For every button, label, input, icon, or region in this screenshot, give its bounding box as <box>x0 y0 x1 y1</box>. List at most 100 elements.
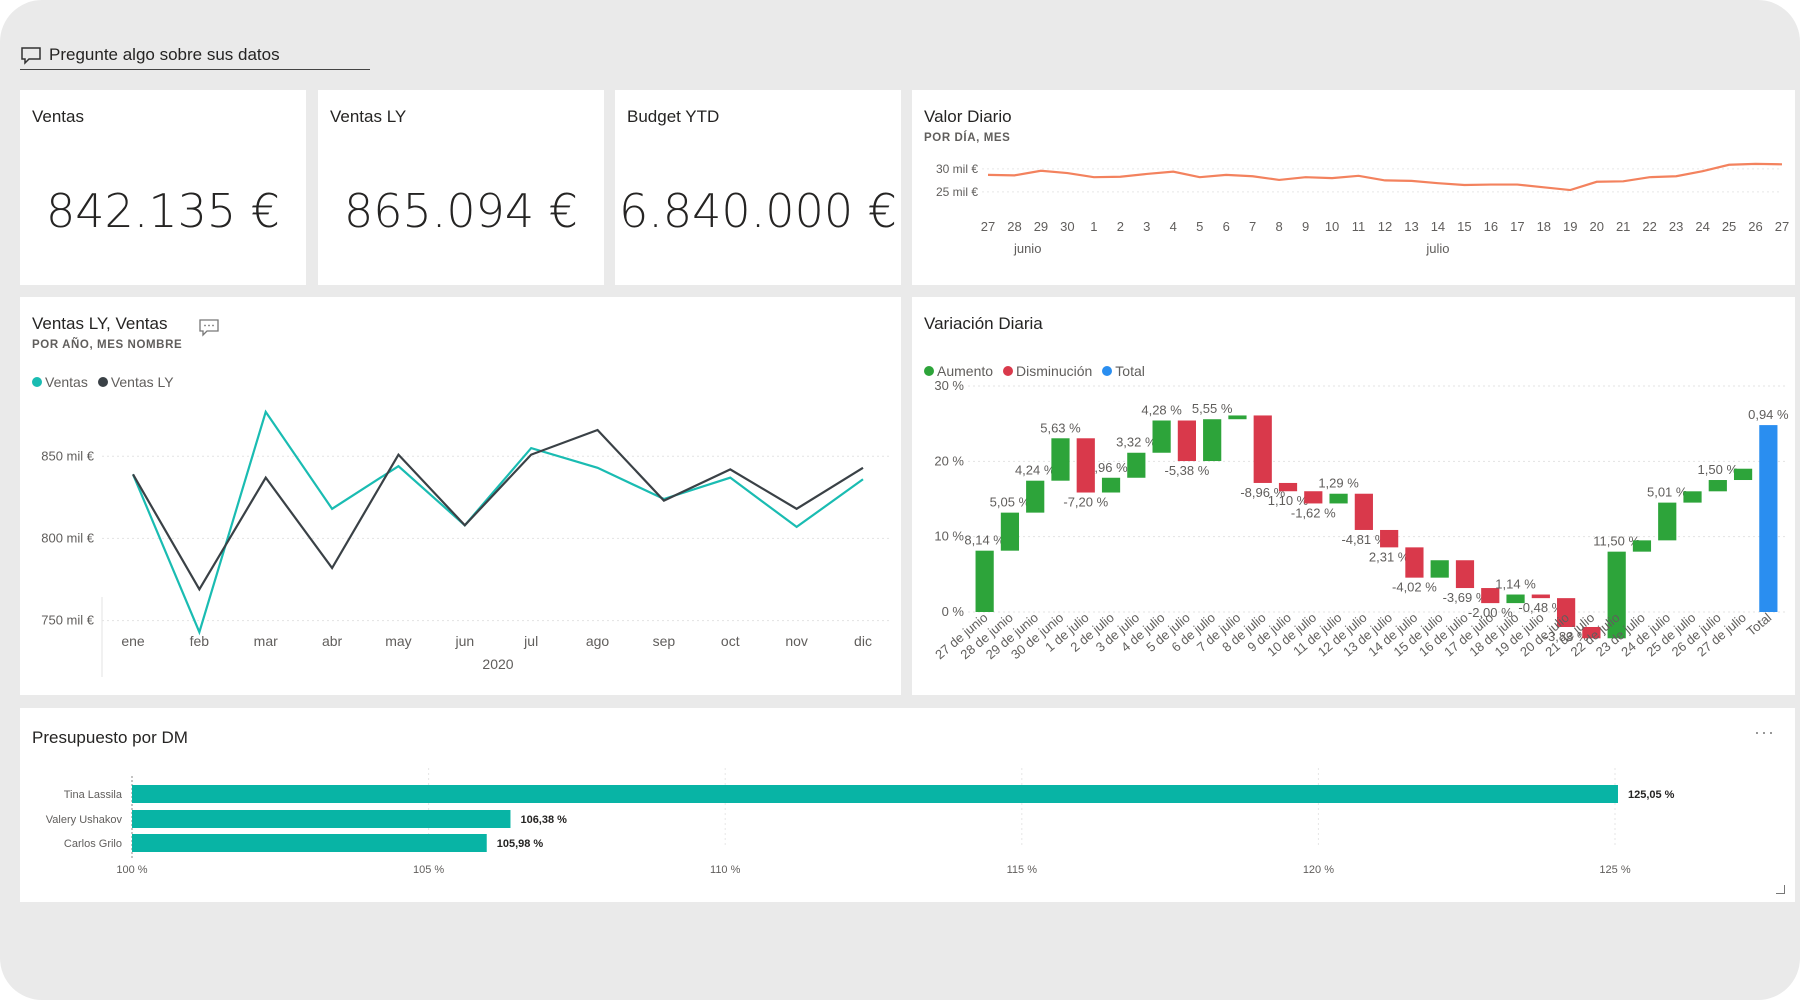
x-tick-label: 23 <box>1669 219 1683 234</box>
more-options-icon[interactable]: ··· <box>1754 722 1775 742</box>
data-label: -0,48 % <box>1518 600 1563 615</box>
x-tick-label: mar <box>254 633 278 649</box>
legend-item-aumento[interactable]: Aumento <box>924 363 993 379</box>
legend-label: Aumento <box>937 363 994 379</box>
waterfall-bar <box>1733 468 1753 481</box>
x-tick-label: 100 % <box>116 864 147 876</box>
x-tick-label: 110 % <box>710 864 741 876</box>
data-label: -2,00 % <box>1468 605 1513 620</box>
presupuesto-tile[interactable]: Presupuesto por DM ··· 100 % 105 % 110 % 11… <box>20 708 1795 902</box>
x-tick-label: 28 <box>1007 219 1021 234</box>
x-tick-label: 15 <box>1457 219 1471 234</box>
x-tick-label: 115 % <box>1007 864 1038 876</box>
data-label: 1,14 % <box>1495 577 1536 592</box>
waterfall-bar <box>1582 626 1601 639</box>
x-tick-label: 7 <box>1249 219 1256 234</box>
waterfall-bar <box>1051 438 1070 481</box>
x-tick-label: 5 <box>1196 219 1203 234</box>
waterfall-bar <box>1278 482 1298 492</box>
waterfall-bar <box>1708 480 1727 492</box>
x-tick-label: jun <box>454 633 474 649</box>
x-tick-label: 1 <box>1090 219 1097 234</box>
legend-dot-disminucion <box>1003 366 1014 376</box>
data-label: 1,50 % <box>1698 462 1739 477</box>
x-tick-label: 21 <box>1616 219 1630 234</box>
valor-diario-tile[interactable]: Valor Diario POR DÍA, MES 25 mil € 30 mil… <box>912 90 1795 285</box>
y-tick-label: Tina Lassila <box>64 789 123 801</box>
x-tick-label: 30 <box>1060 219 1074 234</box>
data-label: 106,38 % <box>520 814 567 826</box>
legend-item-disminucion[interactable]: Disminución <box>1003 363 1092 379</box>
y-tick-label: 750 mil € <box>41 613 95 628</box>
data-label: -4,81 % <box>1341 532 1386 547</box>
series-line-ventas <box>131 409 864 636</box>
data-label: 3,32 % <box>1116 435 1157 450</box>
data-label: 4,24 % <box>1015 463 1056 478</box>
data-label: 5,01 % <box>1647 485 1688 500</box>
x-tick-label: 25 <box>1722 219 1736 234</box>
data-label: -1,62 % <box>1291 505 1336 520</box>
legend-item-ventas-ly[interactable]: Ventas LY <box>97 374 174 390</box>
data-label: 5,55 % <box>1192 401 1233 416</box>
waterfall-bar <box>1000 512 1020 551</box>
waterfall-bar <box>975 550 994 612</box>
data-label: 5,05 % <box>990 495 1031 510</box>
data-label: -8,96 % <box>1240 485 1285 500</box>
x-tick-label: 29 <box>1034 219 1048 234</box>
waterfall-bar <box>1203 419 1222 462</box>
waterfall-bar <box>1177 420 1196 462</box>
x-tick-label: Total <box>1744 610 1775 639</box>
comment-icon[interactable] <box>198 317 220 337</box>
x-tick-label: abr <box>322 633 343 649</box>
legend-item-ventas[interactable]: Ventas <box>32 374 88 390</box>
valor-diario-subtitle: POR DÍA, MES <box>924 132 1011 144</box>
x-tick-label: 26 <box>1748 219 1762 234</box>
legend-dot-aumento <box>924 366 934 376</box>
variacion-legend: Aumento Disminución Total <box>924 363 1145 379</box>
ventas-line-subtitle: POR AÑO, MES NOMBRE <box>32 339 183 351</box>
presupuesto-chart: 100 % 105 % 110 % 115 % 120 % 125 % Tina Lassi… <box>46 768 1675 876</box>
x-tick-label: sep <box>653 633 676 649</box>
x-tick-label: 8 <box>1276 219 1283 234</box>
data-label: -7,20 % <box>1063 495 1108 510</box>
resize-handle-icon[interactable] <box>1776 885 1785 894</box>
x-tick-label: 9 <box>1302 219 1309 234</box>
x-tick-label: 13 <box>1404 219 1418 234</box>
legend-label: Ventas LY <box>110 374 174 390</box>
budget-bar <box>132 785 1618 803</box>
x-tick-label: 4 <box>1170 219 1177 234</box>
waterfall-bar <box>1405 547 1424 578</box>
y-tick-label: 30 mil € <box>936 162 978 176</box>
data-label: 105,98 % <box>497 838 544 850</box>
data-label: ,96 % <box>1094 460 1128 475</box>
waterfall-bar <box>1658 502 1677 541</box>
ventas-line-chart: 750 mil € 800 mil € 850 mil € ene feb mar abr m… <box>41 409 890 677</box>
variacion-tile[interactable]: Variación Diaria Aumento Disminución Tot… <box>912 297 1795 695</box>
qa-search-box[interactable]: Pregunte algo sobre sus datos <box>20 40 370 70</box>
x-tick-label: jul <box>523 633 538 649</box>
y-tick-label: 0 % <box>942 604 965 619</box>
data-label: 8,14 % <box>964 533 1005 548</box>
waterfall-bar <box>1506 594 1525 604</box>
ventas-line-title: Ventas LY, Ventas <box>32 314 168 333</box>
kpi-tile-ventas-ly[interactable]: Ventas LY 865.094 € <box>318 90 604 285</box>
series-line-ventas-ly <box>132 428 864 592</box>
x-group-label: julio <box>1425 241 1449 256</box>
kpi-tile-ventas[interactable]: Ventas 842.135 € <box>20 90 306 285</box>
waterfall-bar <box>1228 415 1247 420</box>
data-label: 11,50 % <box>1593 534 1640 549</box>
data-label: 2,31 % <box>1369 549 1410 564</box>
kpi-tile-budget-ytd[interactable]: Budget YTD 6.840.000 € <box>615 90 901 285</box>
waterfall-total-bar <box>1759 425 1778 612</box>
x-tick-label: 19 <box>1563 219 1577 234</box>
y-tick-label: 25 mil € <box>936 185 978 199</box>
legend-dot-ventas-ly <box>97 377 108 387</box>
kpi-value: 842.135 € <box>45 184 281 238</box>
y-tick-label: Carlos Grilo <box>64 838 122 850</box>
ventas-line-tile[interactable]: Ventas LY, Ventas POR AÑO, MES NOMBRE Ve… <box>20 297 901 695</box>
x-tick-label: feb <box>190 633 210 649</box>
data-label: -3,83 % <box>1544 629 1589 644</box>
legend-item-total[interactable]: Total <box>1102 363 1145 379</box>
x-tick-label: dic <box>854 633 872 649</box>
x-tick-label: 27 <box>1775 219 1789 234</box>
